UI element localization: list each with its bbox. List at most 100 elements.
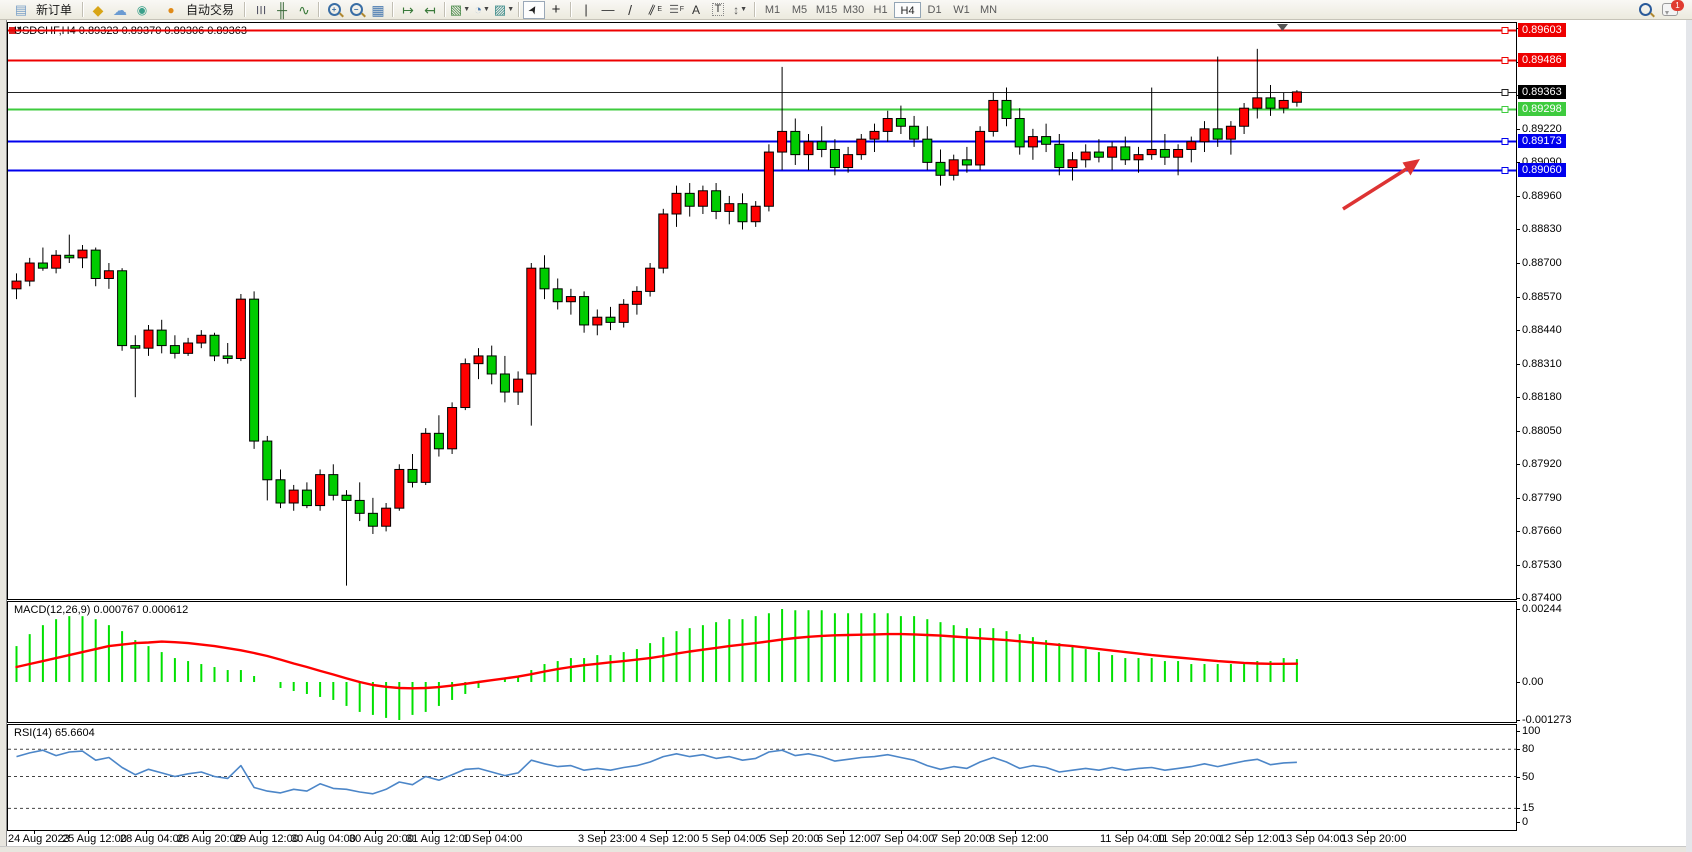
rsi-tick-label: 15 xyxy=(1522,802,1535,815)
line-chart-icon[interactable]: ∿ xyxy=(293,1,315,19)
main-chart-pane[interactable] xyxy=(7,22,1516,599)
zoom-in-icon-glass: + xyxy=(327,3,341,16)
macd-tick-label: -0.001273 xyxy=(1522,714,1572,727)
rsi-tick-label: 80 xyxy=(1522,743,1535,756)
zoom-out-icon[interactable]: − xyxy=(345,1,367,19)
timeframe-mn[interactable]: MN xyxy=(979,3,998,16)
trendline-icon-glyph: / xyxy=(628,1,632,18)
zoom-in-icon[interactable]: + xyxy=(323,1,345,19)
main-toolbar: ▤ 新订单 ◆ ☁ ◉ ● 自动交易 ☰ ╫ ∿ + − ▦ ↦ ↤ ▧ ▼ ◔ ▼ ▨ ▼ ➤ + | — / ∥ E ☰ F A T ↕ ▼ M… xyxy=(0,0,1692,20)
autotrading-button[interactable]: ● 自动交易 xyxy=(153,1,241,19)
new-chart-button-dropdown-arrow[interactable]: ▼ xyxy=(463,5,471,13)
autotrading-icon[interactable]: ● xyxy=(160,1,182,19)
autotrading-icon-glyph: ● xyxy=(167,2,175,17)
rsi-label: RSI(14) 65.6604 xyxy=(14,727,95,739)
timeframe-m5[interactable]: M5 xyxy=(791,3,808,16)
new-chart-button[interactable]: ▧ ▼ xyxy=(449,1,471,19)
bar-chart-icon[interactable]: ☰ xyxy=(249,1,271,19)
time-axis-label: 24 Aug 2023 xyxy=(8,833,70,845)
tile-windows-icon[interactable]: ▦ xyxy=(367,1,389,19)
time-axis-label: 4 Sep 12:00 xyxy=(640,833,700,845)
indicators-button-dropdown-arrow[interactable]: ▼ xyxy=(507,5,515,13)
timeframe-w1[interactable]: W1 xyxy=(953,3,970,16)
profiles-button-dropdown-arrow[interactable]: ▼ xyxy=(482,5,490,13)
timeframe-d1[interactable]: D1 xyxy=(927,3,942,16)
vertical-line-icon[interactable]: | xyxy=(575,1,597,19)
price-tick-label: 0.88050 xyxy=(1522,424,1562,437)
profiles-button[interactable]: ◔ ▼ xyxy=(471,1,493,19)
text-label-icon[interactable]: T xyxy=(707,1,729,19)
price-tick-label: 0.88440 xyxy=(1522,324,1562,337)
price-line-badge: 0.89603 xyxy=(1518,22,1566,37)
bar-chart-icon-glyph: ☰ xyxy=(254,4,267,15)
candlestick-chart-icon[interactable]: ╫ xyxy=(271,1,293,19)
zoom-out-icon-glass: − xyxy=(349,3,363,16)
timeframe-m30[interactable]: M30 xyxy=(842,3,865,16)
market-watch-icon[interactable]: ◆ xyxy=(87,1,109,19)
price-tick-label: 0.87660 xyxy=(1522,525,1562,538)
window-bottom-edge xyxy=(0,846,1692,852)
price-tick-label: 0.88960 xyxy=(1522,189,1562,202)
crosshair-icon[interactable]: + xyxy=(545,1,567,19)
new-order-icon-glyph: ▤ xyxy=(14,1,28,17)
chat-icon[interactable]: 1 xyxy=(1662,0,1684,16)
arrows-icon[interactable]: ↕ ▼ xyxy=(729,1,751,19)
fibonacci-icon-glyph: ☰ xyxy=(669,3,679,16)
window-left-edge xyxy=(0,20,7,852)
new-order-icon[interactable]: ▤ xyxy=(10,1,32,19)
toolbar-separator xyxy=(244,2,247,17)
data-window-icon-glyph: ☁ xyxy=(113,1,128,18)
time-axis-label: 8 Sep 12:00 xyxy=(989,833,1049,845)
rsi-tick-label: 50 xyxy=(1522,770,1535,783)
timeframe-h1[interactable]: H1 xyxy=(873,3,888,16)
equidistant-channel-icon[interactable]: ∥ E xyxy=(641,1,663,19)
price-tick-label: 0.89220 xyxy=(1522,122,1562,135)
fibonacci-icon[interactable]: ☰ F xyxy=(663,1,685,19)
timeframe-m15[interactable]: M15 xyxy=(815,3,838,16)
macd-indicator-pane[interactable] xyxy=(7,601,1516,722)
arrows-icon-glyph: ↕ xyxy=(733,2,740,17)
timeframe-h4[interactable]: H4 xyxy=(894,1,922,18)
new-order-button[interactable]: ▤ 新订单 xyxy=(3,1,79,19)
cursor-icon[interactable]: ➤ xyxy=(523,0,546,19)
navigator-icon[interactable]: ◉ xyxy=(131,1,153,19)
price-tick-label: 0.87400 xyxy=(1522,592,1562,605)
chart-shift-icon-glyph: ↤ xyxy=(424,1,436,18)
trendline-icon[interactable]: / xyxy=(619,1,641,19)
text-icon[interactable]: A xyxy=(685,1,707,19)
text-label-icon-glyph: T xyxy=(711,3,725,16)
time-axis-label: 7 Sep 20:00 xyxy=(932,833,992,845)
price-line-badge: 0.89298 xyxy=(1518,101,1566,116)
macd-label: MACD(12,26,9) 0.000767 0.000612 xyxy=(14,604,189,616)
time-axis-label: 31 Aug 12:00 xyxy=(406,833,471,845)
cursor-icon-glyph: ➤ xyxy=(526,2,542,17)
time-axis-label: 28 Aug 04:00 xyxy=(120,833,185,845)
horizontal-line-icon-glyph: — xyxy=(601,1,615,17)
arrows-icon-dropdown-arrow[interactable]: ▼ xyxy=(740,5,747,13)
price-tick-label: 0.87790 xyxy=(1522,491,1562,504)
indicators-button[interactable]: ▨ ▼ xyxy=(493,1,515,19)
time-axis-label: 5 Sep 04:00 xyxy=(702,833,762,845)
time-axis-label: 30 Aug 20:00 xyxy=(349,833,414,845)
rsi-tick-label: 0 xyxy=(1522,816,1529,828)
toolbar-separator xyxy=(82,2,85,17)
price-tick-label: 0.88180 xyxy=(1522,391,1562,404)
crosshair-icon-glyph: + xyxy=(551,0,561,18)
time-axis-label: 7 Sep 04:00 xyxy=(875,833,935,845)
chart-shift-icon[interactable]: ↤ xyxy=(419,1,441,19)
horizontal-line-icon[interactable]: — xyxy=(597,1,619,19)
price-tick-label: 0.88570 xyxy=(1522,290,1562,303)
toolbar-separator xyxy=(518,2,521,17)
data-window-icon[interactable]: ☁ xyxy=(109,1,131,19)
price-tick-label: 0.87530 xyxy=(1522,558,1562,571)
autotrading-button-label: 自动交易 xyxy=(186,3,235,17)
auto-scroll-icon[interactable]: ↦ xyxy=(397,1,419,19)
price-line-badge: 0.89060 xyxy=(1518,163,1566,178)
rsi-indicator-pane[interactable] xyxy=(7,724,1516,830)
timeframe-m1[interactable]: M1 xyxy=(764,3,781,16)
line-chart-icon-glyph: ∿ xyxy=(298,1,310,18)
time-axis-label: 11 Sep 20:00 xyxy=(1157,833,1222,845)
right-scroll-strip[interactable] xyxy=(1686,20,1692,852)
search-icon[interactable] xyxy=(1639,3,1652,16)
